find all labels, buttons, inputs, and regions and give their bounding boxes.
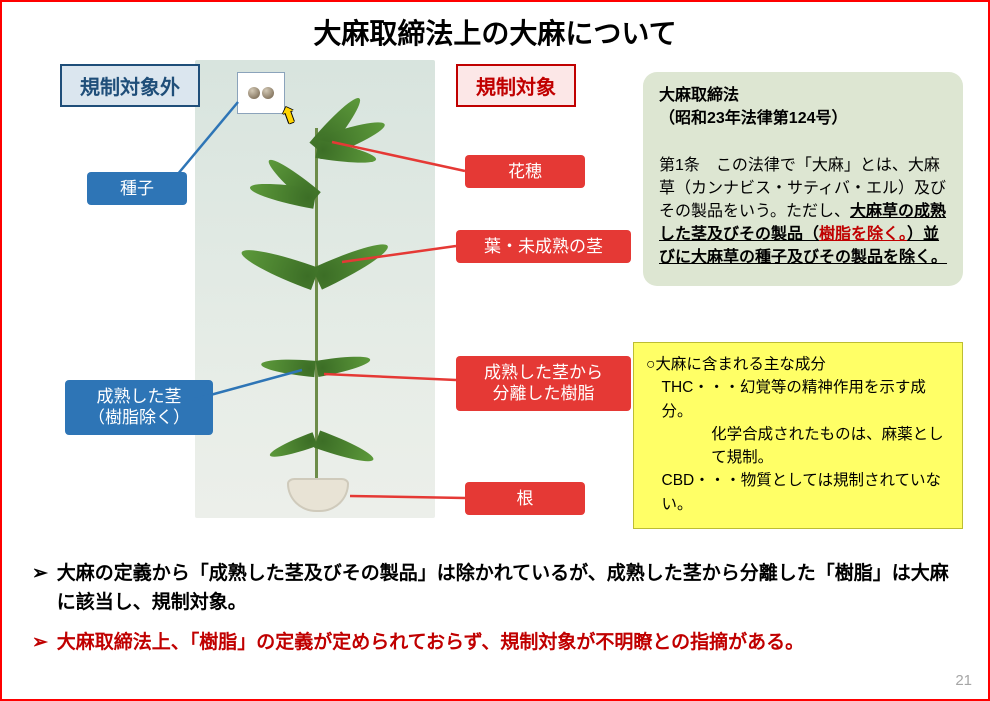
label-leaf-stem: 葉・未成熟の茎 bbox=[456, 230, 631, 263]
law-title-1: 大麻取締法 bbox=[659, 87, 739, 104]
bullet-1: 大麻の定義から「成熟した茎及びその製品」は除かれているが、成熟した茎から分離した… bbox=[57, 560, 963, 617]
header-not-regulated: 規制対象外 bbox=[60, 64, 200, 107]
bullet-marker-1: ➢ bbox=[32, 560, 57, 617]
label-resin: 成熟した茎から分離した樹脂 bbox=[456, 356, 631, 411]
bullet-marker-2: ➢ bbox=[32, 629, 57, 658]
header-regulated: 規制対象 bbox=[456, 64, 576, 107]
label-root: 根 bbox=[465, 482, 585, 515]
slide: 大麻取締法上の大麻について 21 ⬆ 規制対象外 規制対象 種子 成熟した茎（樹… bbox=[0, 0, 990, 701]
label-mature-stem: 成熟した茎（樹脂除く） bbox=[65, 380, 213, 435]
bullet-2: 大麻取締法上、「樹脂」の定義が定められておらず、規制対象が不明瞭との指摘がある。 bbox=[57, 629, 804, 658]
law-body-resin: 樹脂を除く。 bbox=[819, 226, 907, 243]
slide-title: 大麻取締法上の大麻について bbox=[2, 12, 988, 52]
plant-illustration bbox=[195, 60, 435, 518]
label-seed: 種子 bbox=[87, 172, 187, 205]
cbd-line: CBD・・・物質としては規制されていない。 bbox=[662, 472, 942, 512]
law-box: 大麻取締法 （昭和23年法律第124号） 第1条 この法律で「大麻」とは、大麻草… bbox=[643, 72, 963, 286]
components-box: ○大麻に含まれる主な成分 THC・・・幻覚等の精神作用を示す成分。 化学合成され… bbox=[633, 342, 963, 529]
bullet-list: ➢ 大麻の定義から「成熟した茎及びその製品」は除かれているが、成熟した茎から分離… bbox=[32, 560, 963, 670]
thc-line-2: 化学合成されたものは、麻薬として規制。 bbox=[662, 423, 951, 470]
thc-line-1: THC・・・幻覚等の精神作用を示す成分。 bbox=[662, 379, 926, 419]
page-number: 21 bbox=[955, 672, 972, 689]
label-flower: 花穂 bbox=[465, 155, 585, 188]
components-heading: ○大麻に含まれる主な成分 bbox=[646, 353, 950, 376]
law-title-2: （昭和23年法律第124号） bbox=[659, 110, 848, 127]
